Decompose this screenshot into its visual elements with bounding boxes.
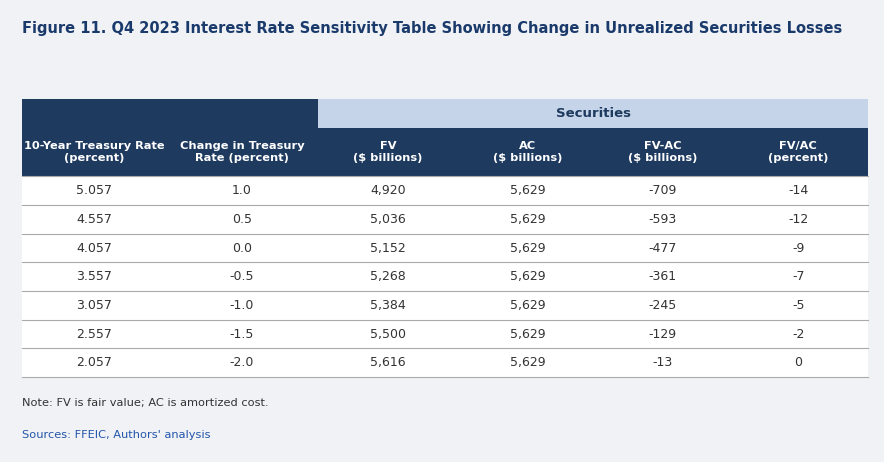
Text: 4.057: 4.057 — [76, 242, 112, 255]
Text: -2.0: -2.0 — [230, 356, 255, 369]
Bar — [22, 262, 868, 291]
Text: 3.557: 3.557 — [76, 270, 112, 283]
Text: 5,629: 5,629 — [510, 299, 545, 312]
Text: 5,629: 5,629 — [510, 328, 545, 340]
Text: FV/AC
(percent): FV/AC (percent) — [768, 141, 828, 163]
Text: FV
($ billions): FV ($ billions) — [354, 141, 423, 163]
Text: -593: -593 — [649, 213, 677, 226]
Bar — [22, 291, 868, 320]
Text: -9: -9 — [792, 242, 804, 255]
Text: 5,629: 5,629 — [510, 356, 545, 369]
Text: Change in Treasury
Rate (percent): Change in Treasury Rate (percent) — [179, 141, 304, 163]
Bar — [22, 176, 868, 205]
Text: Note: FV is fair value; AC is amortized cost.: Note: FV is fair value; AC is amortized … — [22, 398, 269, 408]
Text: Sources: FFEIC, Authors' analysis: Sources: FFEIC, Authors' analysis — [22, 430, 210, 440]
Text: -1.0: -1.0 — [230, 299, 255, 312]
Text: 5,616: 5,616 — [370, 356, 406, 369]
Text: -1.5: -1.5 — [230, 328, 255, 340]
Bar — [22, 348, 868, 377]
Bar — [318, 99, 868, 128]
Text: -0.5: -0.5 — [230, 270, 255, 283]
Text: 2.557: 2.557 — [76, 328, 112, 340]
Text: 10-Year Treasury Rate
(percent): 10-Year Treasury Rate (percent) — [24, 141, 164, 163]
Text: 4,920: 4,920 — [370, 184, 406, 197]
Bar — [22, 234, 868, 262]
Bar — [22, 205, 868, 234]
Text: -709: -709 — [649, 184, 677, 197]
Bar — [22, 320, 868, 348]
Text: 0: 0 — [795, 356, 803, 369]
Text: 4.557: 4.557 — [76, 213, 112, 226]
Bar — [22, 99, 868, 176]
Text: 5.057: 5.057 — [76, 184, 112, 197]
Text: 3.057: 3.057 — [76, 299, 112, 312]
Text: 2.057: 2.057 — [76, 356, 112, 369]
Text: -361: -361 — [649, 270, 677, 283]
Text: 5,268: 5,268 — [370, 270, 406, 283]
Text: 5,152: 5,152 — [370, 242, 406, 255]
Text: AC
($ billions): AC ($ billions) — [493, 141, 562, 163]
Text: 1.0: 1.0 — [232, 184, 252, 197]
Text: 0.5: 0.5 — [232, 213, 252, 226]
Text: 5,036: 5,036 — [370, 213, 406, 226]
Text: 0.0: 0.0 — [232, 242, 252, 255]
Text: Securities: Securities — [556, 107, 630, 120]
Text: 5,629: 5,629 — [510, 184, 545, 197]
Text: -14: -14 — [789, 184, 809, 197]
Text: Figure 11. Q4 2023 Interest Rate Sensitivity Table Showing Change in Unrealized : Figure 11. Q4 2023 Interest Rate Sensiti… — [22, 21, 842, 36]
Text: 5,384: 5,384 — [370, 299, 406, 312]
Text: -245: -245 — [649, 299, 677, 312]
Text: 5,629: 5,629 — [510, 213, 545, 226]
Text: -2: -2 — [792, 328, 804, 340]
Text: -5: -5 — [792, 299, 804, 312]
Text: -7: -7 — [792, 270, 804, 283]
Text: 5,629: 5,629 — [510, 242, 545, 255]
Text: -12: -12 — [789, 213, 809, 226]
Text: 5,500: 5,500 — [370, 328, 406, 340]
Text: 5,629: 5,629 — [510, 270, 545, 283]
Text: -477: -477 — [649, 242, 677, 255]
Text: -13: -13 — [652, 356, 673, 369]
Text: FV-AC
($ billions): FV-AC ($ billions) — [629, 141, 697, 163]
Text: -129: -129 — [649, 328, 677, 340]
